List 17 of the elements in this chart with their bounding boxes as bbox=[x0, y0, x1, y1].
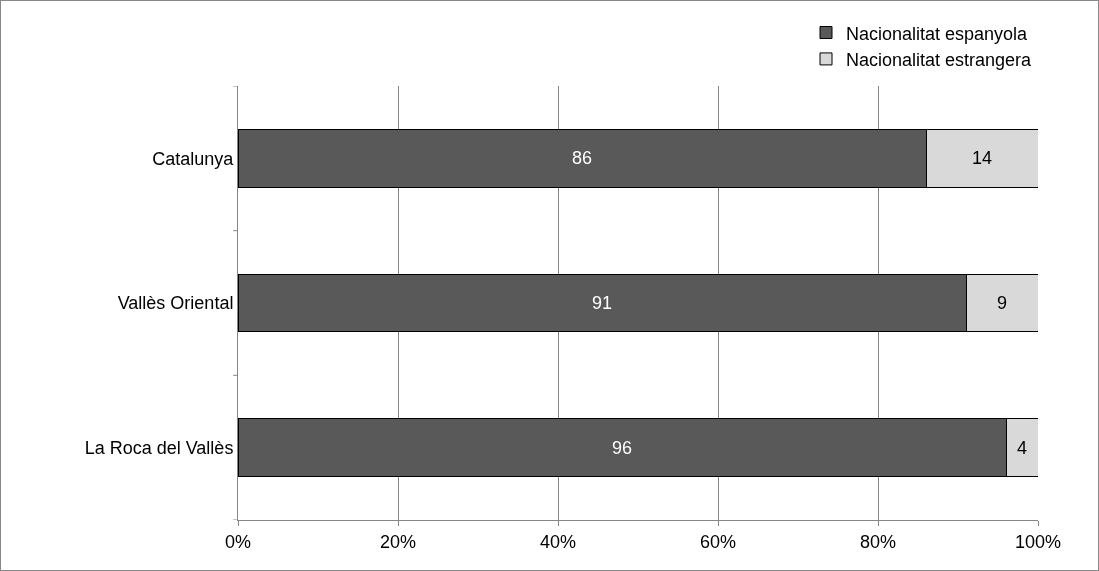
y-tick-label: La Roca del Vallès bbox=[84, 437, 234, 458]
x-tick-label: 40% bbox=[539, 531, 577, 552]
x-tick-label: 20% bbox=[379, 531, 417, 552]
x-tick-label: 100% bbox=[1014, 531, 1062, 552]
x-tick-label: 0% bbox=[224, 531, 252, 552]
y-tick-label: Catalunya bbox=[152, 148, 235, 169]
legend-label: Nacionalitat espanyola bbox=[846, 23, 1029, 44]
legend-label: Nacionalitat estrangera bbox=[846, 49, 1033, 70]
x-tick-label: 80% bbox=[859, 531, 897, 552]
y-tick-label: Vallès Oriental bbox=[117, 293, 234, 314]
data-label: 9 bbox=[996, 293, 1008, 313]
data-label: 4 bbox=[1016, 437, 1028, 458]
data-label: 96 bbox=[611, 437, 633, 458]
data-label: 91 bbox=[591, 293, 613, 313]
x-tick-label: 60% bbox=[699, 531, 737, 552]
data-label: 86 bbox=[571, 148, 593, 169]
data-label: 14 bbox=[971, 148, 993, 169]
